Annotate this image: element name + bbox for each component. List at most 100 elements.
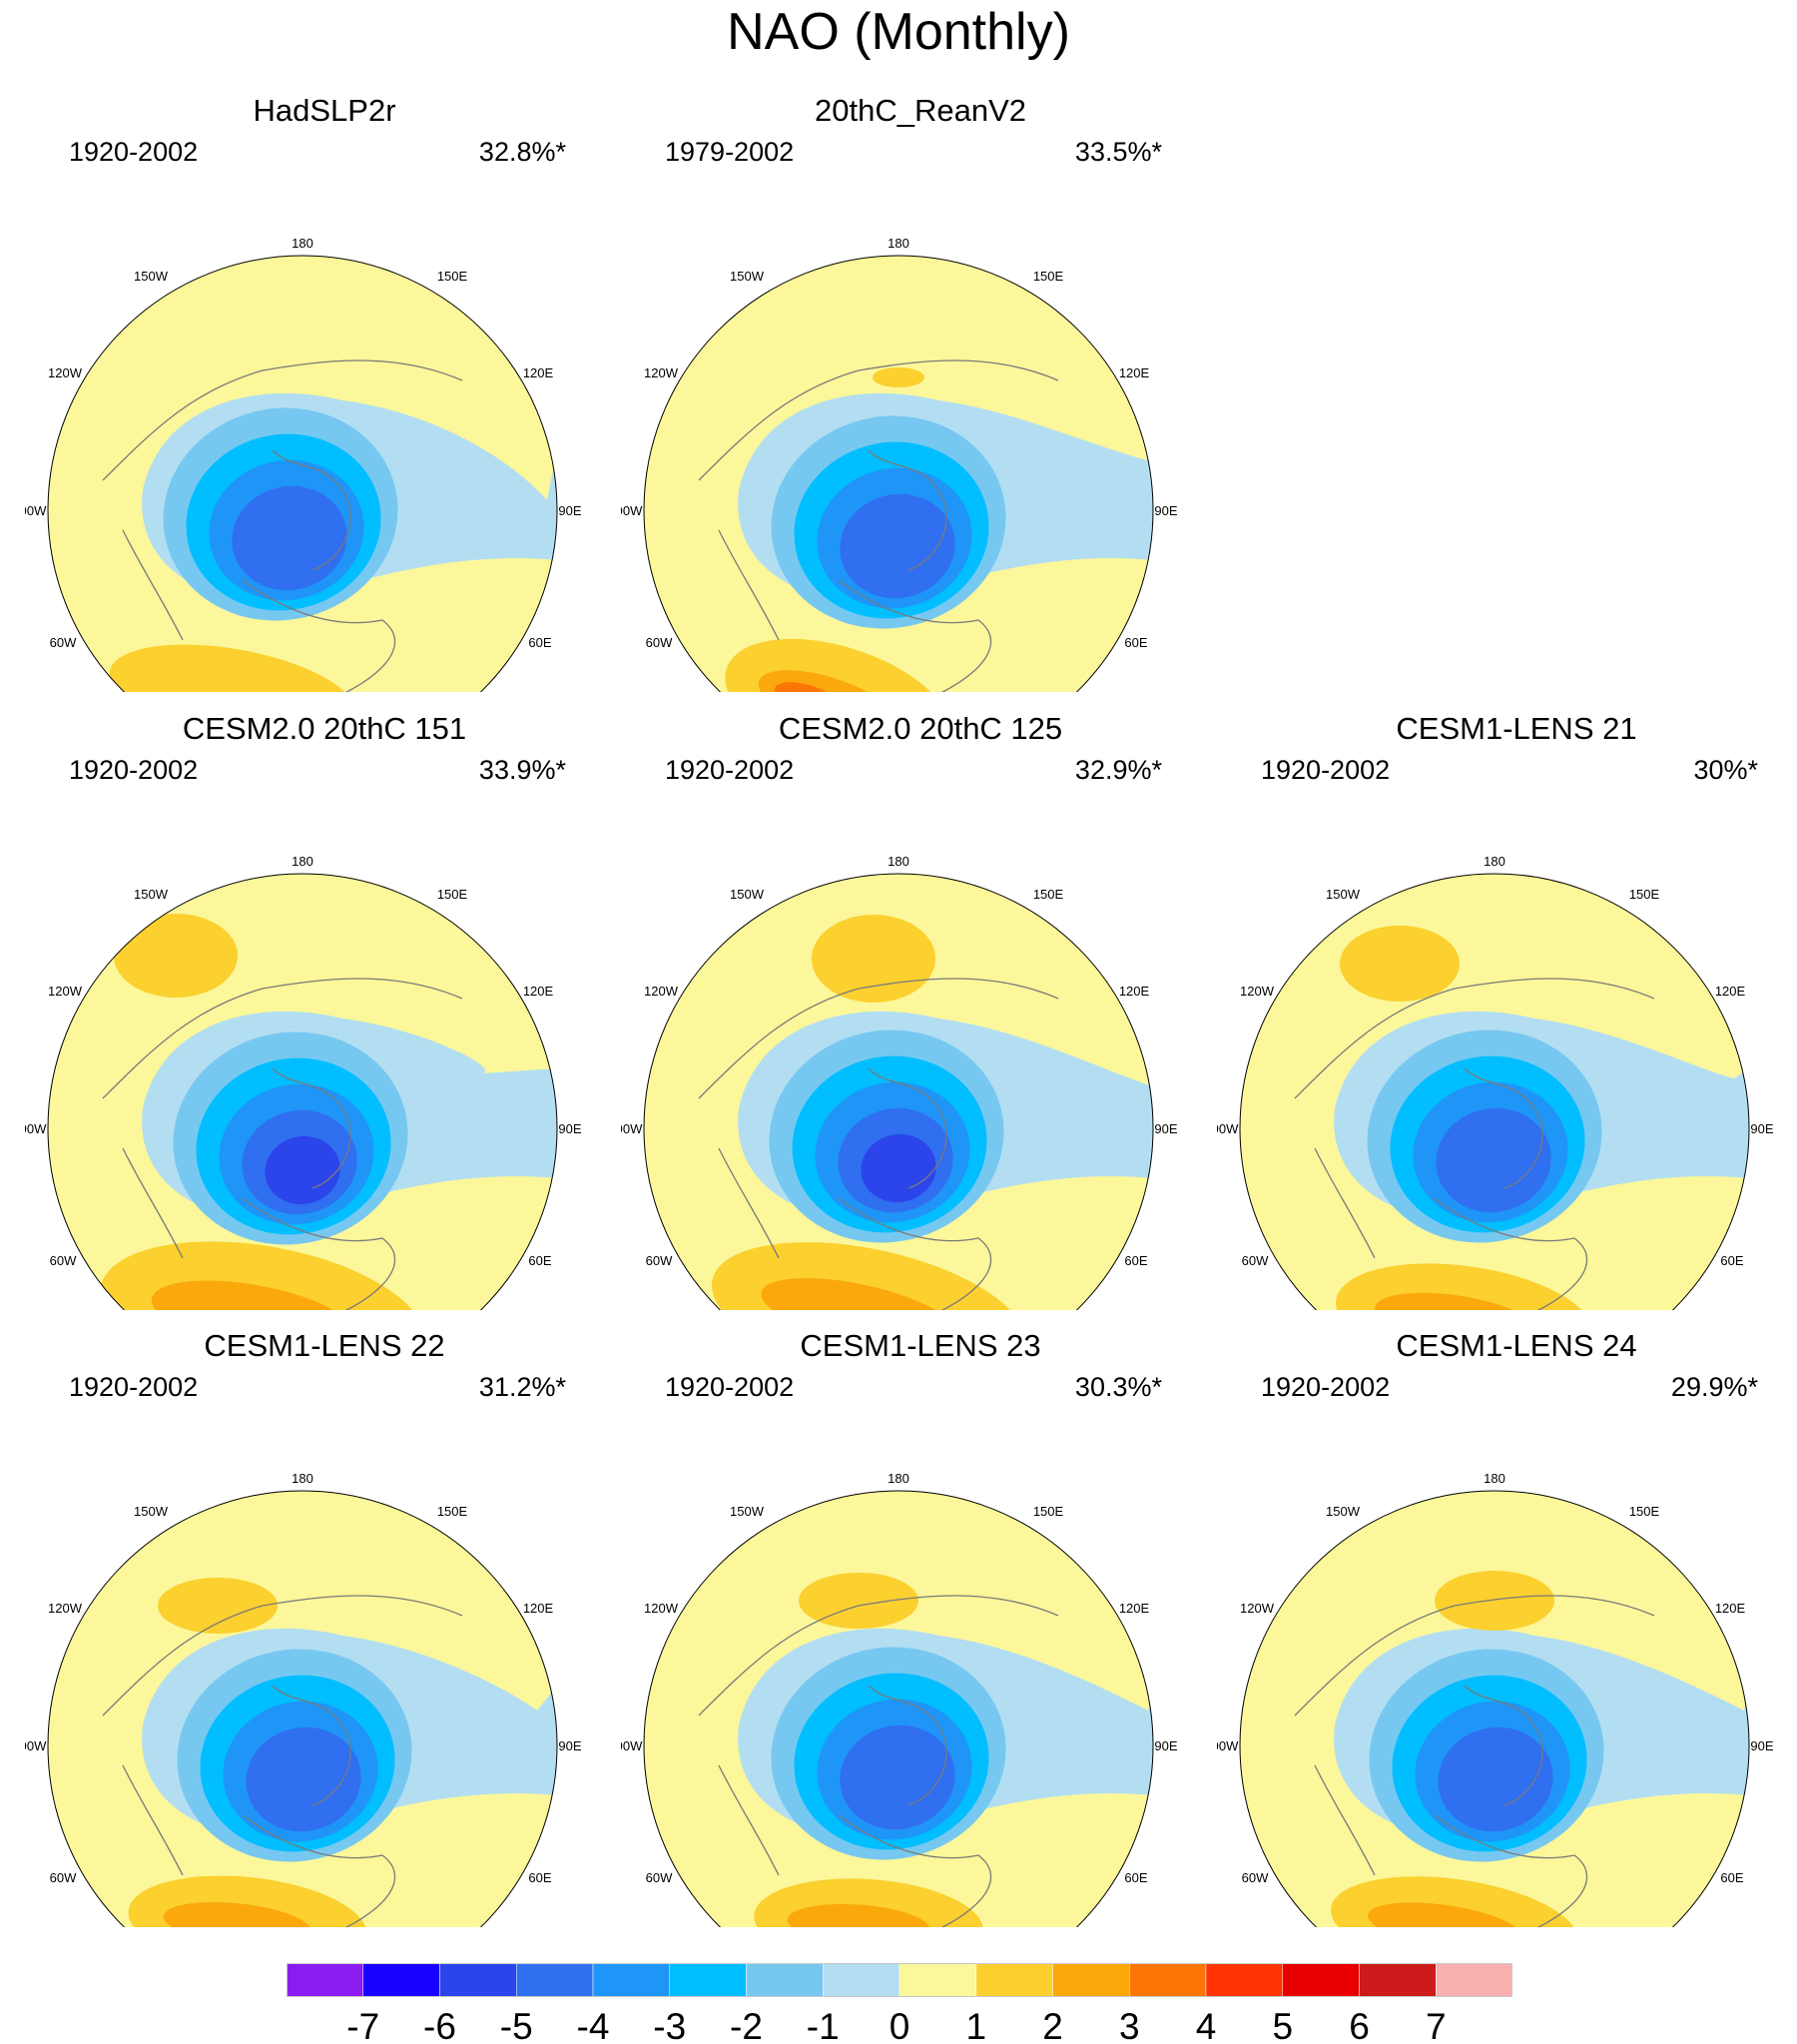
- lon-label-120w: 120W: [48, 365, 83, 380]
- panel-title: CESM1-LENS 21: [1396, 711, 1637, 746]
- coastlines: [698, 1595, 1059, 1927]
- lon-label-60w: 60W: [50, 1253, 77, 1268]
- lon-label-60w: 60W: [646, 1253, 673, 1268]
- colorbar-label: 3: [1119, 2006, 1140, 2043]
- panel-title: CESM1-LENS 23: [800, 1328, 1041, 1363]
- panel-variance-explained: 29.9%*: [1670, 1372, 1758, 1402]
- colorbar-box: [439, 1963, 517, 1998]
- contour-field: [48, 874, 557, 1310]
- lon-label-150w: 150W: [134, 269, 169, 284]
- contour-two-to-three: [761, 1277, 956, 1310]
- colorbar-label: -5: [500, 2006, 533, 2043]
- lon-label-150e: 150E: [1033, 1504, 1064, 1519]
- colorbar-box: [1052, 1963, 1130, 1998]
- contour-two-to-three: [1368, 1902, 1521, 1927]
- map-boundary: [643, 873, 1154, 1310]
- map-boundary: [643, 255, 1154, 692]
- lon-label-120w: 120W: [1240, 984, 1275, 999]
- lon-label-90w: 90W: [1217, 1121, 1239, 1136]
- polar-map: 180150W150E120W120E90W90E60W60E30W30E0: [25, 1471, 582, 1927]
- lon-label-120e: 120E: [523, 365, 554, 380]
- panel-variance-explained: 30.3%*: [1074, 1372, 1162, 1402]
- colorbar-box: [1205, 1963, 1283, 1998]
- contour-one-to-two: [1336, 1263, 1593, 1310]
- panel-variance-explained: 32.9%*: [1074, 755, 1162, 785]
- lon-label-60w: 60W: [50, 635, 77, 650]
- panel-variance-explained: 30%*: [1693, 755, 1758, 785]
- lon-label-120e: 120E: [523, 984, 554, 999]
- map-panel: 180150W150E120W120E90W90E60W60E30W30E0CE…: [1217, 1328, 1797, 1927]
- lon-label-120w: 120W: [644, 984, 679, 999]
- lon-label-60e: 60E: [1124, 1253, 1147, 1268]
- colorbar-box: [592, 1963, 670, 1998]
- panel-period: 1920-2002: [665, 1372, 795, 1402]
- colorbar-label: 5: [1272, 2006, 1293, 2043]
- lon-label-180: 180: [292, 1471, 313, 1486]
- contour-minus-5: [246, 1726, 361, 1832]
- contour-field: [48, 1491, 557, 1927]
- colorbar-label: 7: [1426, 2006, 1447, 2043]
- contour-three-to-four: [774, 682, 844, 692]
- lon-label-60w: 60W: [1242, 1870, 1269, 1885]
- colorbar-box: [1282, 1963, 1360, 1998]
- colorbar-label: 1: [965, 2006, 986, 2043]
- panel-title: CESM2.0 20thC 125: [778, 711, 1063, 746]
- contour-minus-5: [840, 493, 955, 599]
- lon-label-90e: 90E: [558, 503, 581, 518]
- lon-label-180: 180: [1484, 854, 1505, 869]
- coastlines: [698, 359, 1059, 692]
- contour-field: [644, 256, 1153, 692]
- lon-label-90w: 90W: [621, 1738, 643, 1753]
- lon-label-90e: 90E: [1154, 503, 1177, 518]
- lon-label-180: 180: [888, 854, 909, 869]
- map-boundary: [643, 1490, 1154, 1927]
- colorbar-box: [898, 1963, 976, 1998]
- map-panel: 180150W150E120W120E90W90E60W60E30W30E020…: [621, 93, 1220, 692]
- lon-label-60e: 60E: [1124, 635, 1147, 650]
- lon-label-60w: 60W: [1242, 1253, 1269, 1268]
- polar-map: 180150W150E120W120E90W90E60W60E30W30E0: [621, 1471, 1178, 1927]
- map-boundary: [47, 873, 558, 1310]
- lon-label-60e: 60E: [528, 635, 551, 650]
- map-panel: 180150W150E120W120E90W90E60W60E30W30E0Ha…: [25, 93, 624, 692]
- contour-field: [644, 874, 1153, 1310]
- panel-variance-explained: 32.8%*: [478, 137, 566, 167]
- lon-label-60e: 60E: [1124, 1870, 1147, 1885]
- coastlines: [102, 978, 463, 1310]
- contour-pacific-high: [1340, 926, 1460, 1002]
- contour-field: [1240, 1491, 1749, 1927]
- figure-title: NAO (Monthly): [727, 3, 1070, 61]
- colorbar-box: [746, 1963, 824, 1998]
- coastlines: [102, 1595, 463, 1927]
- map-panel: 180150W150E120W120E90W90E60W60E30W30E0CE…: [621, 711, 1220, 1310]
- lon-label-150e: 150E: [437, 269, 468, 284]
- contour-minus-6: [861, 1133, 936, 1203]
- colorbar-box: [1129, 1963, 1207, 1998]
- contour-one-to-two: [109, 644, 356, 692]
- lon-label-150w: 150W: [134, 1504, 169, 1519]
- contour-pacific-high: [1435, 1571, 1554, 1631]
- panel-period: 1920-2002: [1261, 1372, 1391, 1402]
- panel-variance-explained: 33.5%*: [1074, 137, 1162, 167]
- panel-variance-explained: 33.9%*: [478, 755, 566, 785]
- colorbar-box: [362, 1963, 440, 1998]
- polar-map: 180150W150E120W120E90W90E60W60E30W30E0: [25, 854, 582, 1310]
- lon-label-90w: 90W: [25, 1738, 47, 1753]
- lon-label-150e: 150E: [1629, 1504, 1660, 1519]
- colorbar-label: 4: [1196, 2006, 1217, 2043]
- map-boundary: [47, 255, 558, 692]
- panel-period: 1920-2002: [1261, 755, 1391, 785]
- lon-label-60w: 60W: [646, 1870, 673, 1885]
- lon-label-120e: 120E: [1119, 365, 1150, 380]
- lon-label-150w: 150W: [730, 887, 765, 902]
- colorbar-box: [1359, 1963, 1437, 1998]
- contour-pacific-high: [873, 367, 924, 387]
- lon-label-90e: 90E: [1750, 1121, 1773, 1136]
- polar-map: 180150W150E120W120E90W90E60W60E30W30E0: [1217, 854, 1774, 1310]
- lon-label-120e: 120E: [523, 1601, 554, 1616]
- panel-title: CESM2.0 20thC 151: [182, 711, 467, 746]
- lon-label-150w: 150W: [1326, 1504, 1361, 1519]
- lon-label-90e: 90E: [1750, 1738, 1773, 1753]
- lon-label-60e: 60E: [528, 1870, 551, 1885]
